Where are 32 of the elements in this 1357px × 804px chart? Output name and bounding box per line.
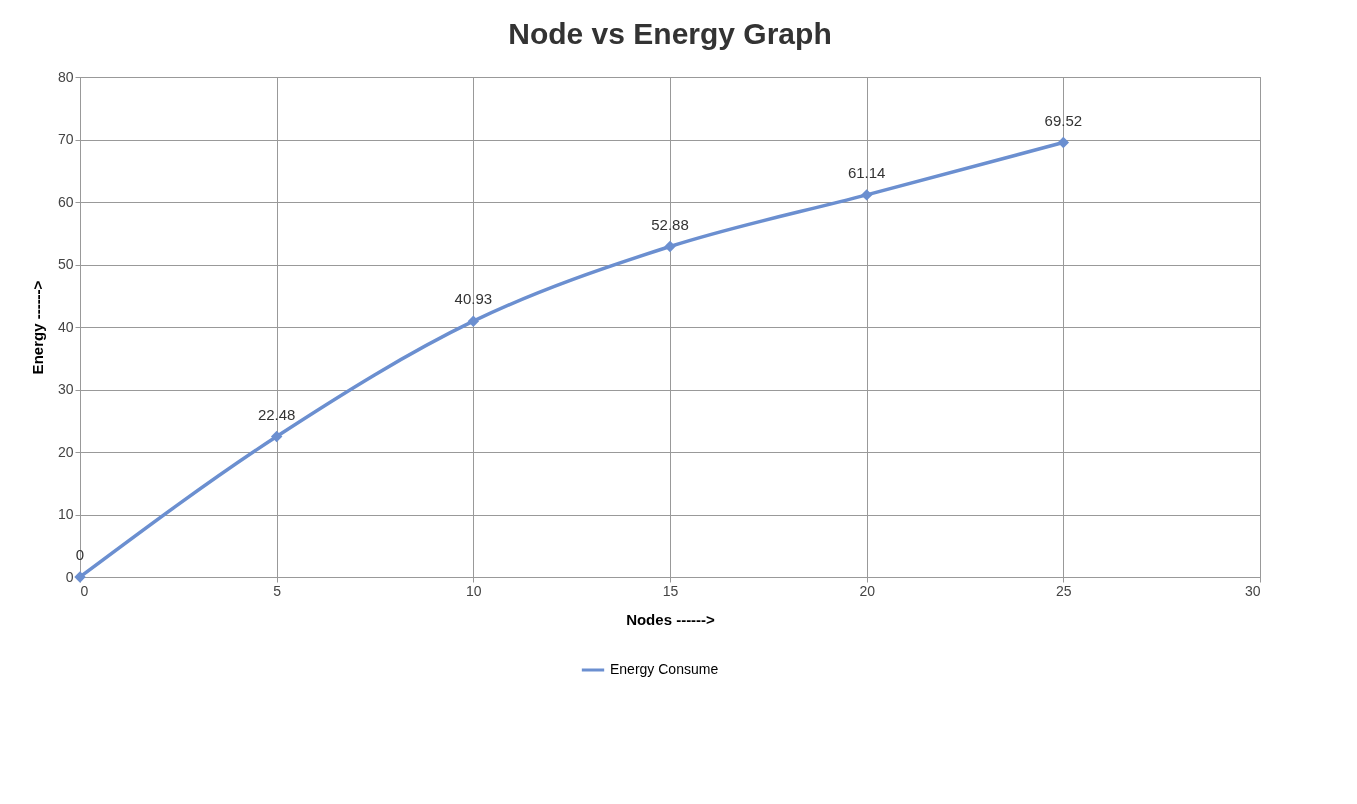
data-label: 61.14 bbox=[847, 163, 886, 181]
data-label: 0 bbox=[75, 546, 85, 563]
y-tick-label: 60 bbox=[57, 193, 74, 210]
point bbox=[860, 189, 873, 201]
y-axis-title: Energy ------> bbox=[28, 280, 46, 375]
x-tick-label: 15 bbox=[662, 582, 679, 599]
x-tick-label: 10 bbox=[466, 582, 482, 599]
y-tick-label: 70 bbox=[57, 131, 74, 147]
data-label: 52.88 bbox=[651, 215, 689, 233]
y-tick-label: 0 bbox=[65, 568, 74, 585]
y-tick-label: 40 bbox=[57, 318, 74, 335]
x-tick-label: 5 bbox=[273, 582, 282, 599]
y-tick-label: 80 bbox=[57, 68, 74, 85]
point bbox=[270, 430, 283, 443]
y-tick-label: 30 bbox=[57, 381, 74, 397]
data-label: 22.48 bbox=[257, 405, 296, 423]
data-label: 40.93 bbox=[454, 290, 493, 308]
x-tick-label: 30 bbox=[1244, 582, 1261, 599]
y-tick-label: 50 bbox=[57, 256, 74, 272]
legend-label: Energy Consume bbox=[610, 661, 719, 677]
x-tick-label: 0 bbox=[80, 582, 89, 599]
chart-title: Node vs Energy Graph bbox=[508, 17, 832, 50]
point bbox=[74, 571, 86, 583]
y-tick-label: 20 bbox=[57, 443, 74, 460]
point bbox=[1057, 136, 1070, 149]
point bbox=[467, 315, 480, 327]
x-tick-label: 20 bbox=[859, 582, 876, 599]
data-label: 69.52 bbox=[1044, 111, 1083, 129]
x-axis-title: Nodes ------> bbox=[626, 610, 716, 628]
x-tick-label: 25 bbox=[1056, 582, 1072, 599]
point bbox=[664, 240, 676, 253]
y-tick-label: 10 bbox=[57, 506, 74, 522]
